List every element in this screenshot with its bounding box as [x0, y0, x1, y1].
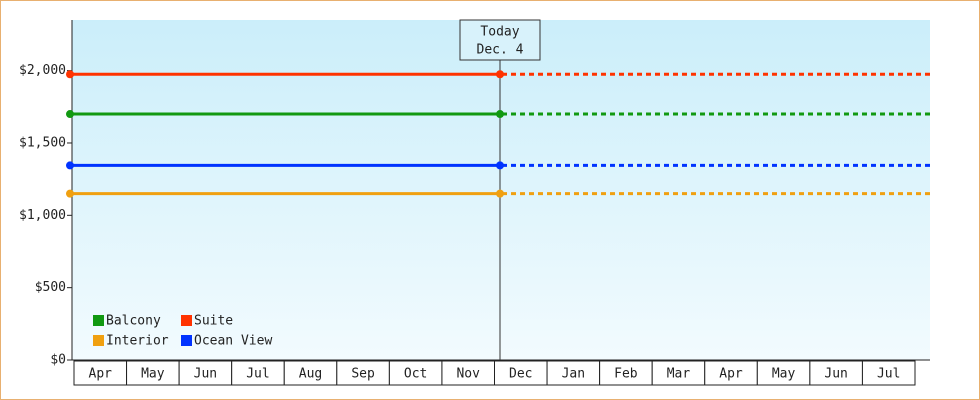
x-tick-label: Apr [89, 367, 113, 382]
x-tick-label: Jun [194, 367, 217, 382]
today-point [496, 189, 504, 198]
legend-label: Ocean View [194, 334, 272, 349]
x-tick-label: May [141, 367, 165, 382]
today-point [496, 110, 504, 119]
legend-swatch [93, 315, 104, 326]
x-tick-cell [73, 360, 128, 386]
x-tick-label: Sep [351, 367, 375, 382]
legend-swatch [181, 315, 192, 326]
legend-label: Balcony [106, 314, 161, 329]
today-box [459, 19, 541, 61]
x-tick-label: Jun [824, 367, 847, 382]
y-tick-label: $500 [35, 280, 66, 295]
y-tick-label: $0 [50, 353, 66, 368]
start-point [66, 189, 74, 198]
x-tick-cell [283, 360, 338, 386]
x-tick-label: Dec [509, 367, 532, 382]
x-tick-cell [651, 360, 706, 386]
x-tick-label: Oct [404, 367, 427, 382]
x-tick-label: Jul [246, 367, 269, 382]
x-tick-label: Mar [667, 367, 691, 382]
y-tick-label: $1,500 [19, 135, 66, 150]
x-tick-label: Nov [456, 367, 480, 382]
legend-label: Interior [106, 334, 169, 349]
x-tick-cell [546, 360, 601, 386]
x-tick-label: Apr [719, 367, 743, 382]
y-tick-label: $2,000 [19, 63, 66, 78]
today-label: Dec. 4 [477, 43, 524, 58]
start-point [66, 110, 74, 119]
legend-swatch [93, 335, 104, 346]
x-tick-cell [756, 360, 811, 386]
start-point [66, 161, 74, 170]
today-point [496, 161, 504, 170]
x-tick-label: Jan [562, 367, 585, 382]
x-tick-label: May [772, 367, 796, 382]
start-point [66, 70, 74, 79]
legend-swatch [181, 335, 192, 346]
x-tick-cell [178, 360, 233, 386]
legend-label: Suite [194, 314, 233, 329]
x-tick-cell [126, 360, 180, 386]
x-tick-cell [809, 360, 863, 386]
x-tick-label: Jul [877, 367, 900, 382]
x-tick-cell [494, 360, 548, 386]
y-tick-label: $1,000 [19, 208, 66, 223]
x-tick-cell [336, 360, 390, 386]
x-tick-label: Aug [299, 367, 322, 382]
x-tick-label: Feb [614, 367, 638, 382]
x-tick-cell [388, 360, 443, 386]
x-tick-cell [441, 360, 495, 386]
x-tick-cell [231, 360, 285, 386]
x-tick-cell [704, 360, 758, 386]
x-tick-cell [861, 360, 916, 386]
today-label: Today [480, 25, 519, 40]
today-point [496, 70, 504, 79]
